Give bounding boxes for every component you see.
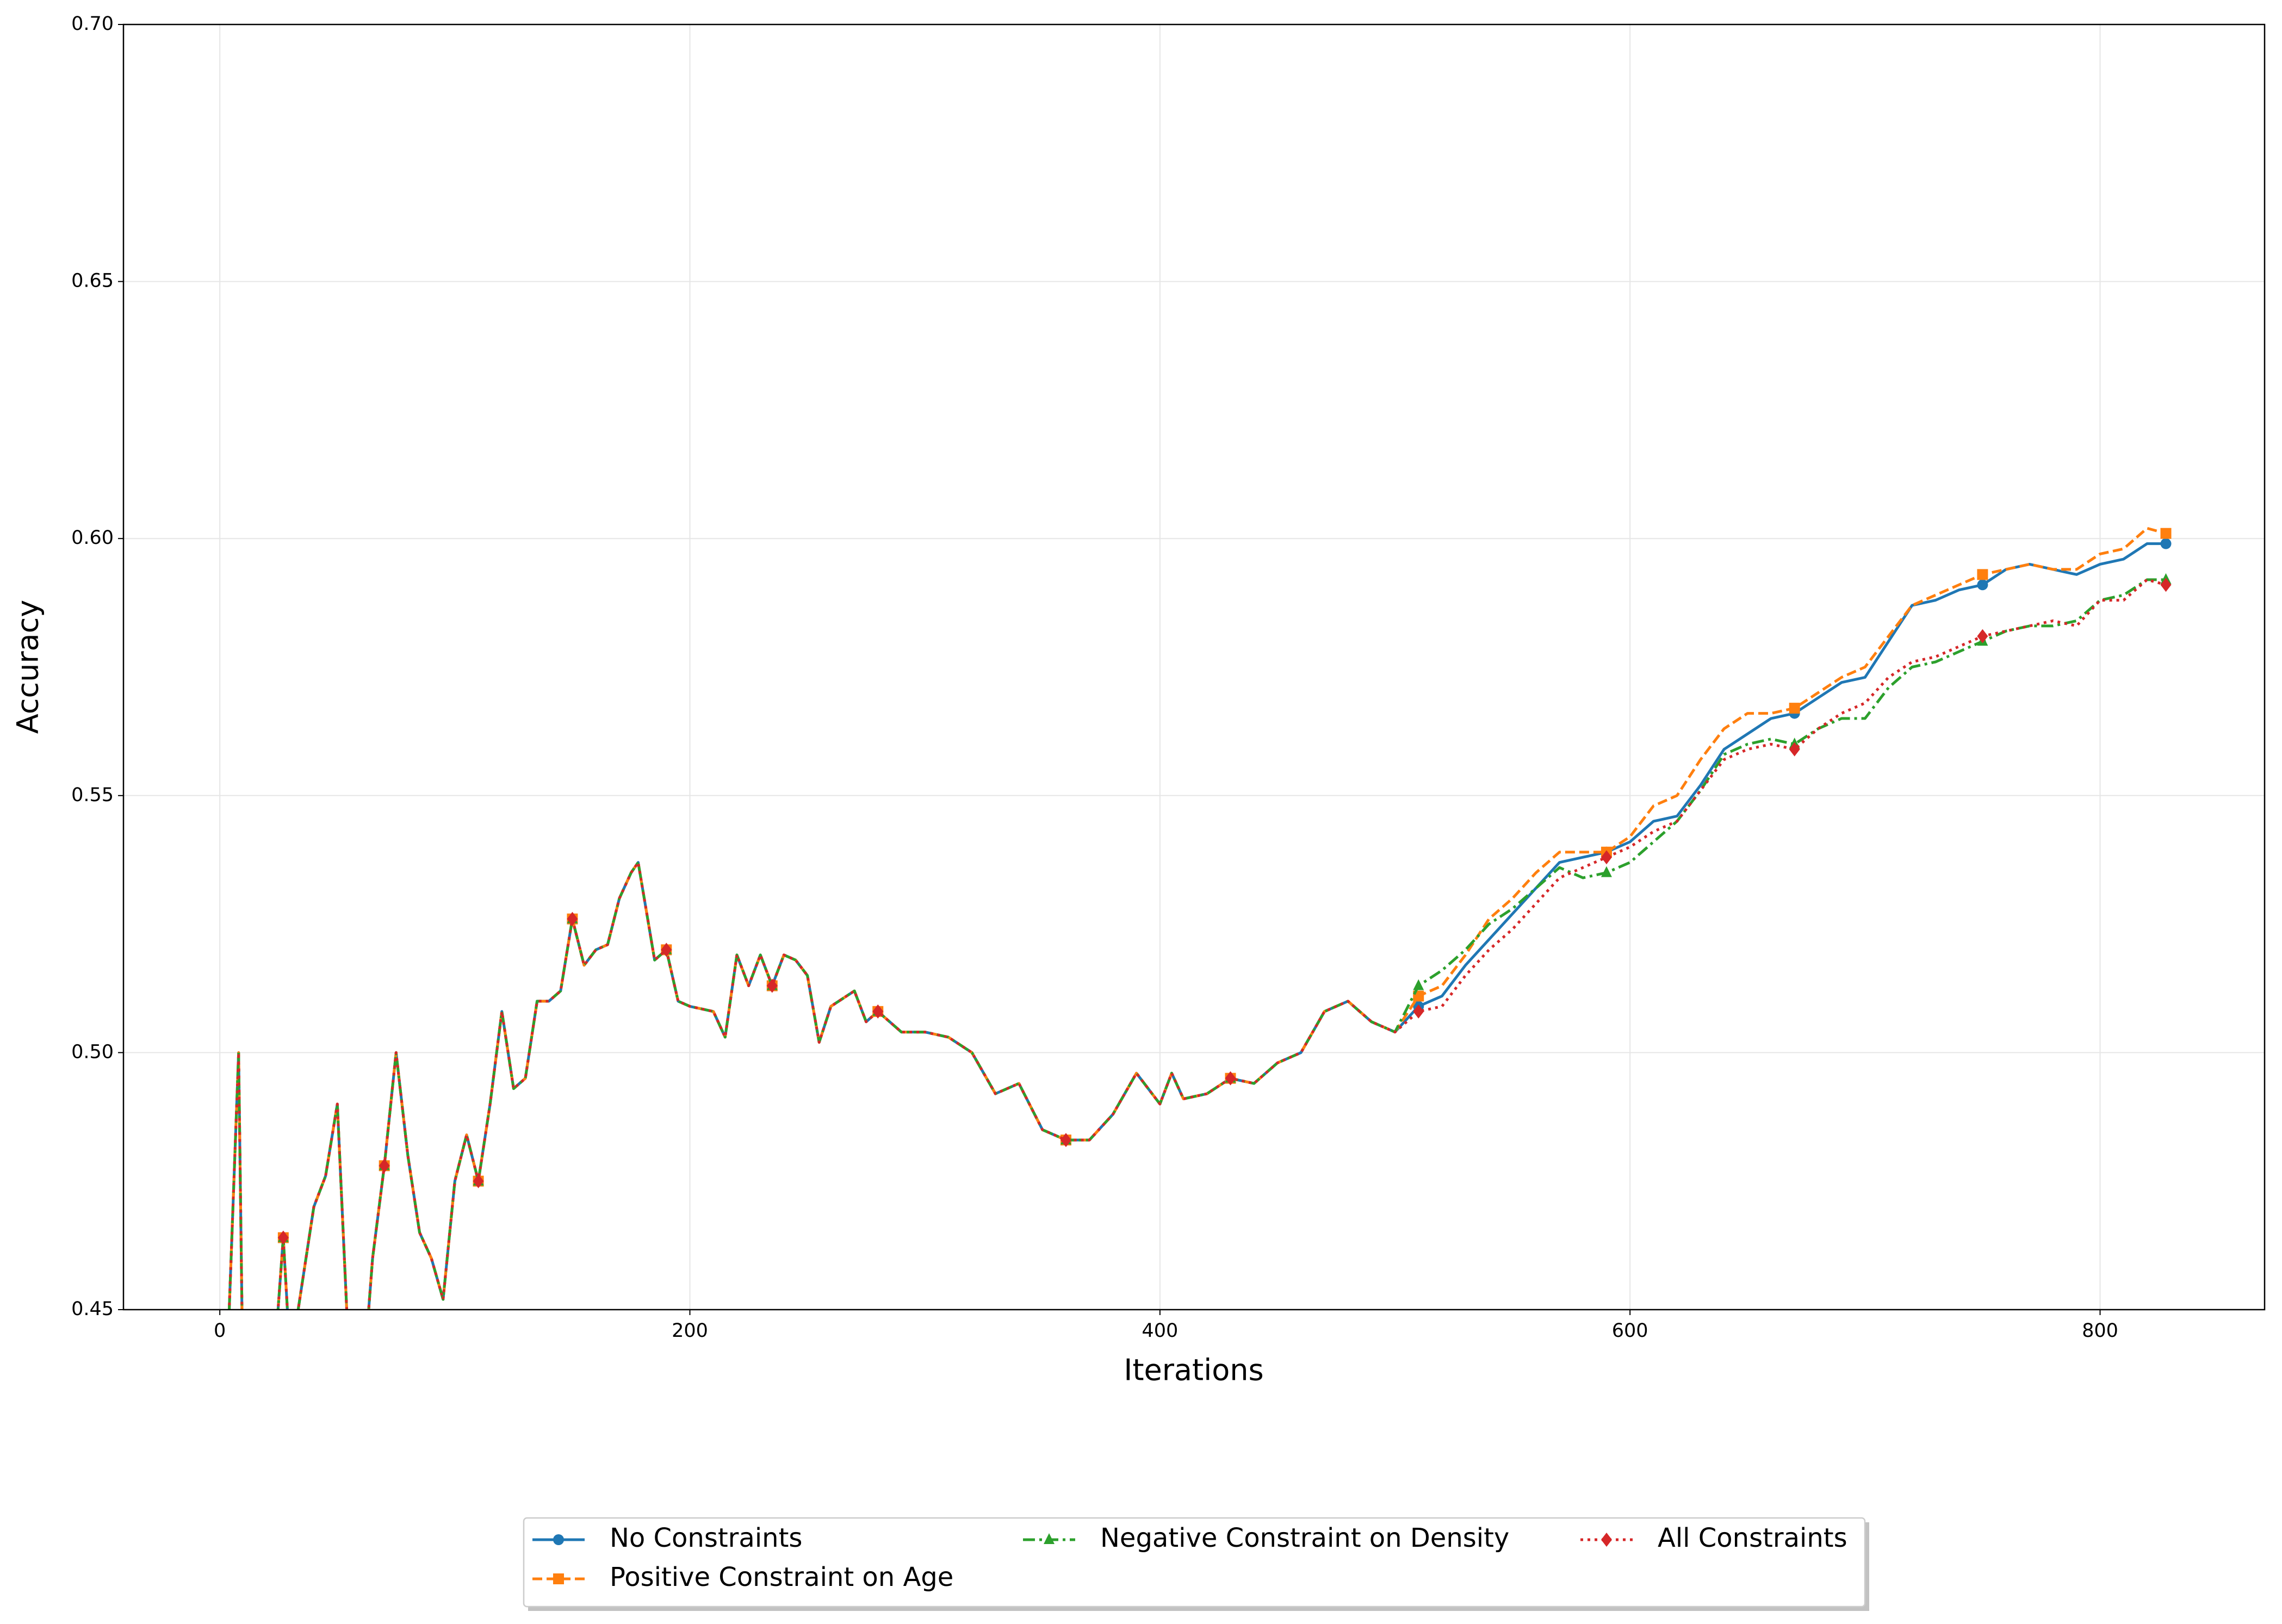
marker <box>1060 1133 1071 1148</box>
y-tick-label: 0.65 <box>71 270 114 292</box>
marker <box>1044 1533 1055 1544</box>
legend-label: Positive Constraint on Age <box>610 1562 953 1592</box>
marker <box>553 1573 564 1584</box>
marker <box>1601 1533 1612 1547</box>
y-tick-label: 0.55 <box>71 784 114 806</box>
plot-area <box>227 526 2172 1310</box>
x-tick-label: 0 <box>214 1320 226 1342</box>
y-tick-label: 0.70 <box>71 13 114 35</box>
legend-label: Negative Constraint on Density <box>1100 1523 1509 1553</box>
x-tick-label: 200 <box>672 1320 708 1342</box>
marker <box>1601 866 1612 877</box>
x-tick-label: 400 <box>1142 1320 1178 1342</box>
marker <box>1789 703 1800 714</box>
legend-box <box>523 1517 1866 1608</box>
marker <box>872 1004 884 1019</box>
y-axis-label: Accuracy <box>11 600 45 734</box>
series-line <box>227 578 2167 1310</box>
marker <box>567 912 578 926</box>
marker <box>1225 1071 1236 1086</box>
marker <box>2160 578 2172 592</box>
y-tick-label: 0.50 <box>71 1041 114 1063</box>
x-axis-label: Iterations <box>1124 1353 1263 1387</box>
ticks: 0 200 400 600 800 0.45 0.50 0.55 0.60 0.65 0.70 <box>71 13 2118 1342</box>
legend: No Constraints Positive Constraint on Age… <box>523 1517 1869 1611</box>
marker <box>1413 1004 1424 1019</box>
marker <box>1601 850 1612 865</box>
marker <box>2160 528 2172 539</box>
legend-label: All Constraints <box>1658 1523 1847 1553</box>
marker <box>1977 579 1988 591</box>
marker <box>1977 569 1988 580</box>
axes-frame <box>122 23 2266 1311</box>
marker <box>473 1174 484 1188</box>
marker <box>1413 979 1424 990</box>
x-tick-label: 600 <box>1612 1320 1648 1342</box>
marker <box>1789 742 1800 757</box>
marker <box>766 978 778 993</box>
marker <box>277 1230 289 1245</box>
legend-label: No Constraints <box>610 1523 802 1553</box>
marker <box>379 1158 390 1173</box>
marker <box>1977 629 1988 643</box>
x-tick-label: 800 <box>2082 1320 2118 1342</box>
marker <box>2160 538 2172 549</box>
marker <box>553 1534 564 1545</box>
marker <box>661 943 672 957</box>
y-tick-label: 0.60 <box>71 527 114 549</box>
y-tick-label: 0.45 <box>71 1298 114 1320</box>
